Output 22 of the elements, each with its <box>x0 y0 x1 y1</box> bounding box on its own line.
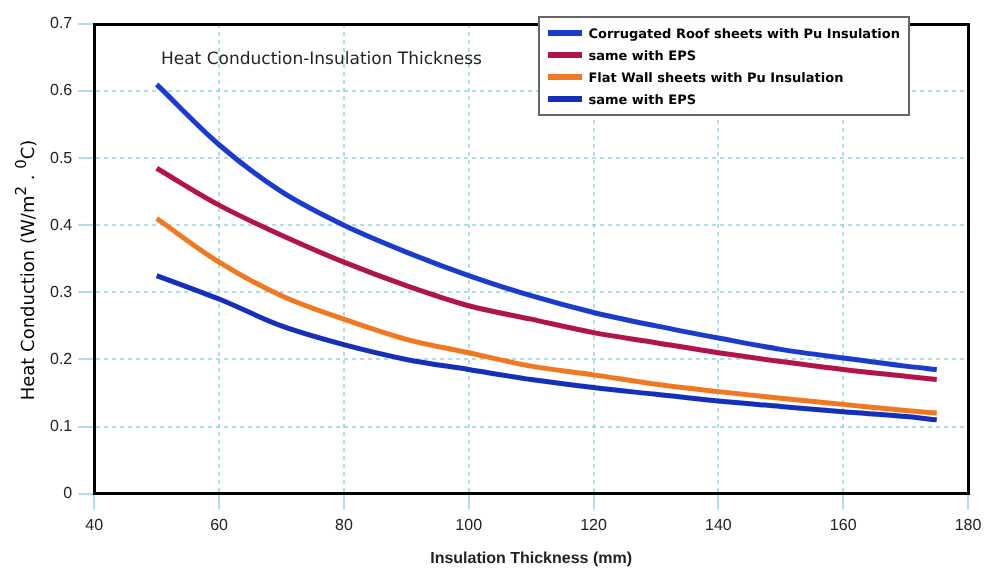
x-tick-label: 80 <box>334 515 354 534</box>
y-tick-label: 0.3 <box>49 282 74 301</box>
y-tick-label: 0.4 <box>49 215 74 234</box>
x-tick-label: 120 <box>580 515 608 534</box>
x-tick-label: 180 <box>954 515 983 534</box>
y-tick-label: 0.1 <box>49 416 74 435</box>
x-tick-label: 160 <box>829 515 858 534</box>
y-tick-label: 0.5 <box>49 148 74 167</box>
line-series <box>154 273 940 423</box>
y-tick-label: 0 <box>63 484 74 503</box>
x-tick-label: 40 <box>85 515 105 534</box>
line-series <box>154 81 940 372</box>
x-axis-title: Insulation Thickness (mm) <box>430 548 633 567</box>
x-tick-label: 140 <box>705 515 733 534</box>
y-tick-label: 0.7 <box>49 14 74 33</box>
y-tick-label: 0.6 <box>49 81 74 100</box>
x-tick-label: 60 <box>210 515 230 534</box>
x-tick-label: 100 <box>455 515 484 534</box>
line-series <box>154 216 940 416</box>
line-series <box>154 165 940 383</box>
y-tick-label: 0.2 <box>49 349 74 368</box>
text: Heat Conduction-Insulation Thickness <box>160 50 484 70</box>
